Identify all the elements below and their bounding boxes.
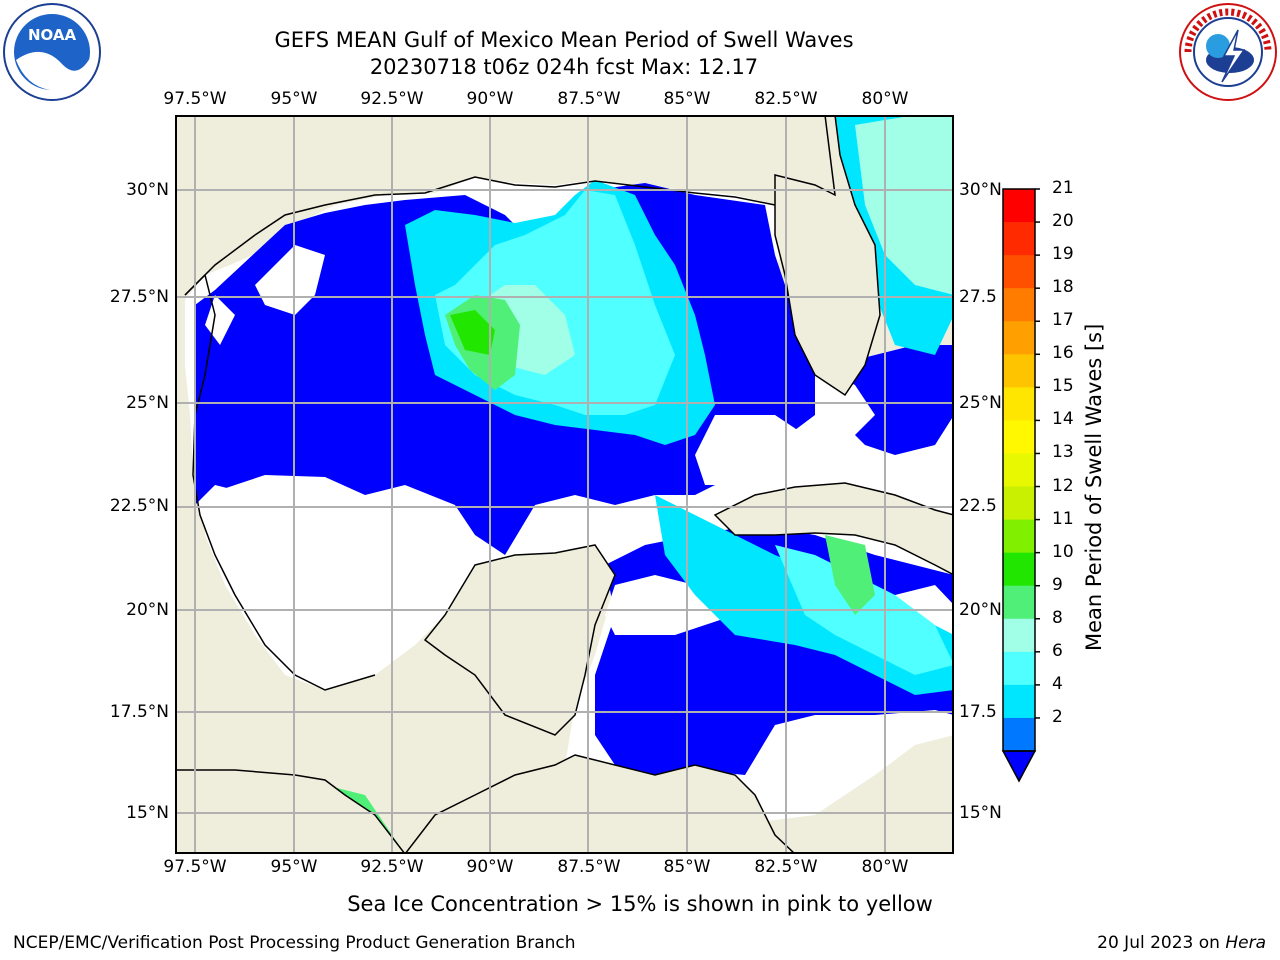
colorbar-segment [1003, 651, 1035, 686]
florida-land [774, 115, 881, 397]
swell-band-9-10-south [825, 535, 875, 615]
colorbar-segment [1003, 387, 1035, 421]
colorbar-tick-label: 14 [1052, 409, 1074, 430]
colorbar-tick-label: 15 [1052, 376, 1074, 397]
producer-credit: NCEP/EMC/Verification Post Processing Pr… [13, 933, 576, 953]
colorbar-tick-label: 13 [1052, 442, 1074, 463]
lon-label-bottom: 90°W [466, 857, 514, 877]
lon-label-top: 87.5°W [557, 89, 621, 109]
map-subtitle: 20230718 t06z 024h fcst Max: 12.17 [369, 55, 759, 79]
lon-label-top: 97.5°W [163, 89, 227, 109]
lat-label-right: 27.5 [959, 287, 997, 307]
colorbar-tick-label: 19 [1052, 244, 1074, 265]
run-host: Hera [1225, 933, 1266, 953]
colorbar-segment [1003, 189, 1035, 223]
noaa-logo-text: NOAA [28, 26, 77, 44]
swell-band-8-9 [855, 115, 954, 295]
colorbar-tick-label: 8 [1052, 607, 1063, 628]
lon-label-top: 90°W [466, 89, 514, 109]
colorbar-segment [1003, 519, 1035, 554]
colorbar-tick-label: 6 [1052, 640, 1063, 661]
colorbar-tick-label: 12 [1052, 475, 1074, 496]
map-title: GEFS MEAN Gulf of Mexico Mean Period of … [274, 28, 854, 52]
lon-label-top: 82.5°W [754, 89, 818, 109]
colorbar-segment [1003, 684, 1035, 719]
lat-label-right: 25°N [959, 393, 1002, 413]
colorbar-title: Mean Period of Swell Waves [s] [1082, 323, 1106, 651]
colorbar-segment [1003, 453, 1035, 488]
lon-label-bottom: 87.5°W [557, 857, 621, 877]
lon-label-bottom: 85°W [663, 857, 711, 877]
colorbar-tick-label: 4 [1052, 673, 1063, 694]
colorbar-segment [1003, 618, 1035, 653]
colorbar-segment [1003, 486, 1035, 521]
lat-label-left: 27.5°N [109, 287, 169, 307]
colorbar-tick-label: 10 [1052, 541, 1074, 562]
water-gap [205, 475, 465, 690]
map-frame [175, 115, 954, 854]
noaa-logo: NOAA [3, 3, 101, 101]
colorbar-under-triangle [1001, 750, 1037, 783]
lat-label-right: 15°N [959, 803, 1002, 823]
run-date-text: 20 Jul 2023 on [1097, 933, 1226, 953]
graticule [175, 115, 954, 854]
lat-label-right: 17.5 [959, 702, 997, 722]
lat-label-left: 20°N [126, 600, 169, 620]
colorbar-segment [1003, 420, 1035, 454]
water-gap [695, 415, 805, 485]
colorbar-segment [1003, 222, 1035, 256]
yucatan-land [423, 544, 616, 736]
lon-label-bottom: 92.5°W [360, 857, 424, 877]
lat-label-left: 15°N [126, 803, 169, 823]
lat-label-left: 25°N [126, 393, 169, 413]
colorbar-tick-label: 11 [1052, 508, 1074, 529]
lon-label-bottom: 95°W [270, 857, 318, 877]
lat-label-right: 30°N [959, 180, 1002, 200]
lat-label-left: 30°N [126, 180, 169, 200]
colorbar-tick-label: 21 [1052, 178, 1074, 198]
lon-label-bottom: 82.5°W [754, 857, 818, 877]
lon-label-bottom: 97.5°W [163, 857, 227, 877]
lon-label-top: 92.5°W [360, 89, 424, 109]
colorbar-segment [1003, 255, 1035, 289]
lat-label-left: 22.5°N [109, 496, 169, 516]
lon-label-bottom: 80°W [861, 857, 909, 877]
colorbar-segment [1003, 585, 1035, 620]
lon-label-top: 95°W [270, 89, 318, 109]
lon-label-top: 85°W [663, 89, 711, 109]
colorbar-tick-label: 2 [1052, 706, 1063, 727]
colorbar-segment [1003, 288, 1035, 322]
colorbar [1001, 188, 1040, 783]
colorbar-tick-label: 9 [1052, 574, 1063, 595]
colorbar-segment [1003, 552, 1035, 587]
colorbar-segment [1003, 354, 1035, 388]
nws-logo [1179, 3, 1277, 101]
colorbar-segment [1003, 717, 1035, 752]
colorbar-tick-label: 17 [1052, 310, 1074, 331]
run-date: 20 Jul 2023 on Hera [1097, 933, 1266, 953]
swell-band-2-4-east [835, 345, 954, 455]
water-gap [605, 575, 795, 635]
map-plot [175, 115, 954, 854]
lon-label-top: 80°W [861, 89, 909, 109]
colorbar-tick-label: 20 [1052, 211, 1074, 232]
colorbar-tick-label: 18 [1052, 277, 1074, 298]
colorbar-tick-label: 16 [1052, 343, 1074, 364]
colorbar-frame [1002, 188, 1036, 752]
lat-label-left: 17.5°N [109, 702, 169, 722]
lat-label-right: 20°N [959, 600, 1002, 620]
swell-band-10-11 [450, 310, 495, 355]
lat-label-right: 22.5 [959, 496, 997, 516]
sea-ice-footnote: Sea Ice Concentration > 15% is shown in … [347, 892, 933, 916]
colorbar-segment [1003, 321, 1035, 355]
